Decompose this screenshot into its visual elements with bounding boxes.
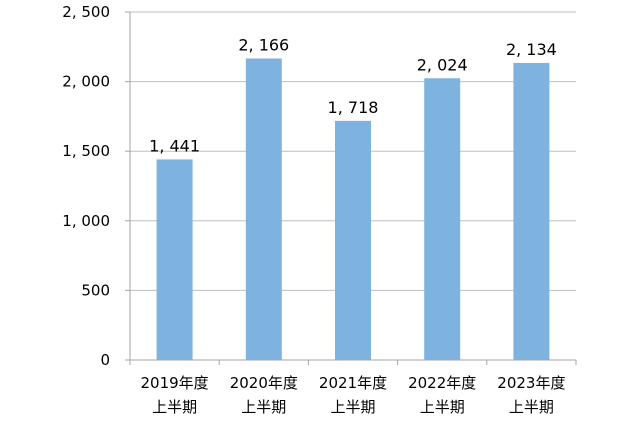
axes — [125, 11, 577, 365]
bar — [156, 159, 193, 360]
category-label: 2021年度 — [319, 374, 387, 392]
category-label: 上半期 — [509, 398, 554, 416]
category-label: 2022年度 — [408, 374, 476, 392]
category-label: 2023年度 — [497, 374, 565, 392]
category-label: 2020年度 — [230, 374, 298, 392]
bar — [513, 62, 550, 360]
labels: 0 500 1, 000 1, 500 2, 000 2, 500 1, 441 2019年度… — [62, 3, 565, 416]
y-tick-label: 500 — [81, 281, 110, 299]
bars — [156, 58, 550, 361]
bar — [335, 120, 371, 360]
data-label: 1, 718 — [328, 98, 379, 117]
y-tick-label: 2, 500 — [62, 3, 110, 21]
data-label: 1, 441 — [149, 136, 200, 155]
bar — [424, 78, 461, 360]
data-label: 2, 166 — [238, 35, 289, 54]
category-label: 上半期 — [241, 398, 286, 416]
category-label: 上半期 — [420, 398, 465, 416]
data-label: 2, 134 — [506, 40, 557, 59]
y-tick-label: 0 — [100, 351, 110, 369]
data-label: 2, 024 — [417, 55, 468, 74]
category-label: 2019年度 — [141, 374, 209, 392]
y-tick-label: 1, 500 — [62, 142, 110, 160]
y-tick-label: 1, 000 — [62, 212, 110, 230]
category-label: 上半期 — [152, 398, 197, 416]
bar — [245, 58, 282, 361]
y-tick-label: 2, 000 — [62, 73, 110, 91]
category-label: 上半期 — [330, 398, 375, 416]
